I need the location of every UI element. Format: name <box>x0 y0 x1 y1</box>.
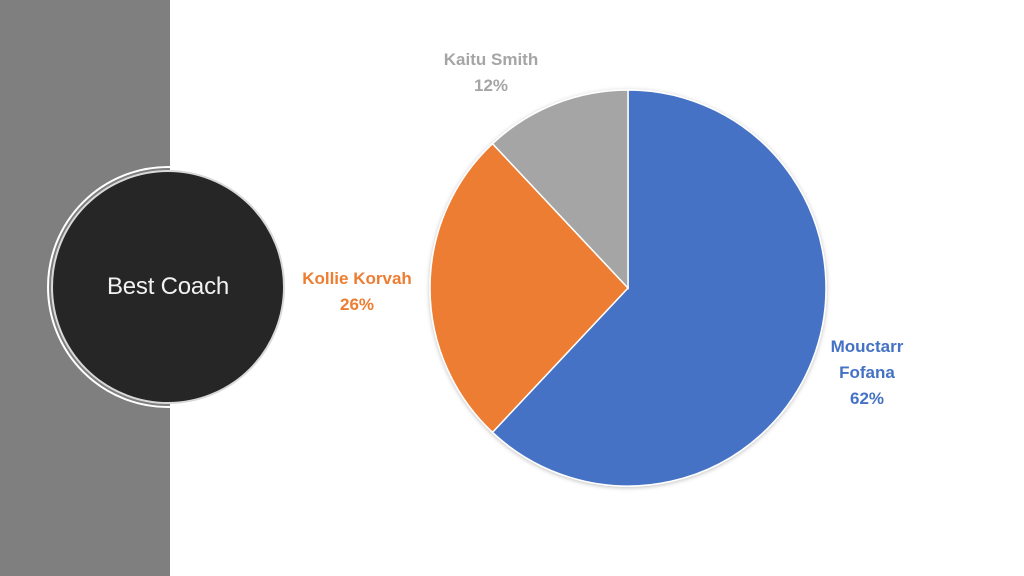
title-circle: Best Coach <box>51 170 285 404</box>
pie-label-0: Mouctarr Fofana 62% <box>831 337 904 408</box>
pie-label-1: Kollie Korvah 26% <box>302 269 412 314</box>
pie-slice-0 <box>491 89 827 487</box>
pie-slice-1 <box>429 142 630 434</box>
title-circle-ring <box>47 166 289 408</box>
slide-title: Best Coach <box>106 273 230 300</box>
pie-label-2: Kaitu Smith 12% <box>444 50 538 95</box>
pie-slice-2 <box>491 89 629 290</box>
